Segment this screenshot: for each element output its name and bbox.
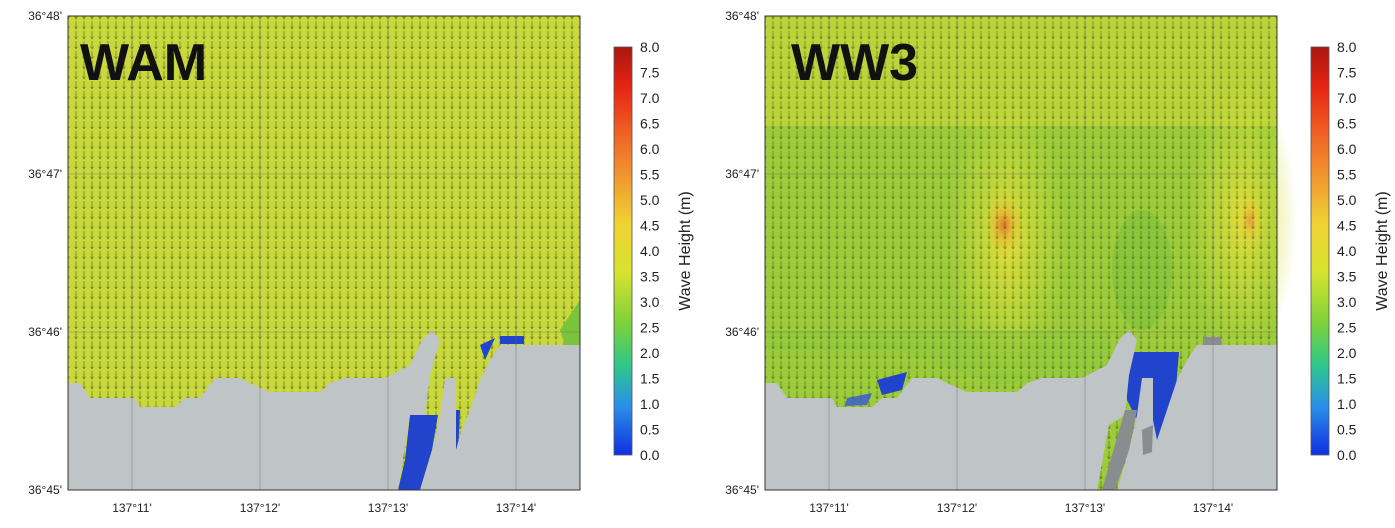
wam-lat-label-45: 36°45' <box>28 483 62 497</box>
wam-cb-tick: 7.0 <box>640 90 660 106</box>
ww3-cb-tick: 4.5 <box>1337 218 1357 234</box>
ww3-colorbar-ticks: 8.0 7.5 7.0 6.5 6.0 5.5 5.0 4.5 4.0 3.5 … <box>1337 39 1357 463</box>
wam-lat-label-46: 36°46' <box>28 325 62 339</box>
wam-lon-label-12: 137°12' <box>240 501 280 515</box>
ww3-lat-label-48: 36°48' <box>725 9 759 23</box>
ww3-cb-tick: 2.0 <box>1337 345 1357 361</box>
wam-land <box>68 330 440 490</box>
wam-cb-tick: 0.0 <box>640 447 660 463</box>
wam-cb-tick: 7.5 <box>640 65 660 81</box>
wam-colorbar <box>613 46 633 456</box>
wam-cb-tick: 2.0 <box>640 345 660 361</box>
ww3-cb-tick: 1.0 <box>1337 396 1357 412</box>
wam-cb-tick: 6.5 <box>640 116 660 132</box>
ww3-river-channel <box>1102 410 1137 490</box>
ww3-cb-tick: 6.0 <box>1337 141 1357 157</box>
wam-lon-label-14: 137°14' <box>496 501 536 515</box>
ww3-lon-label-11: 137°11' <box>809 501 849 515</box>
ww3-colorbar <box>1310 46 1330 456</box>
ww3-cb-tick: 5.0 <box>1337 192 1357 208</box>
ww3-lon-label-14: 137°14' <box>1193 501 1233 515</box>
wam-colorbar-title: Wave Height (m) <box>677 191 694 310</box>
wam-colorbar-ticks: 8.0 7.5 7.0 6.5 6.0 5.5 5.0 4.5 4.0 3.5 … <box>640 39 660 463</box>
ww3-cb-tick: 5.5 <box>1337 167 1357 183</box>
ww3-colorbar-title: Wave Height (m) <box>1374 191 1391 310</box>
wam-cb-tick: 0.5 <box>640 422 660 438</box>
ww3-cb-tick: 1.5 <box>1337 371 1357 387</box>
wam-cb-tick: 4.5 <box>640 218 660 234</box>
wam-lon-label-11: 137°11' <box>112 501 152 515</box>
ww3-map: WW3 36°48' 36°47' 36°46' 36°45' 137°11' … <box>725 9 1391 515</box>
ww3-lon-label-12: 137°12' <box>937 501 977 515</box>
ww3-lat-label-46: 36°46' <box>725 325 759 339</box>
ww3-lat-label-45: 36°45' <box>725 483 759 497</box>
ww3-cb-tick: 3.5 <box>1337 269 1357 285</box>
ww3-model-label: WW3 <box>791 34 918 92</box>
ww3-cb-tick: 7.5 <box>1337 65 1357 81</box>
ww3-cb-tick: 0.0 <box>1337 447 1357 463</box>
wam-model-label: WAM <box>80 34 207 92</box>
wam-cb-tick: 5.5 <box>640 167 660 183</box>
ww3-lat-label-47: 36°47' <box>725 167 759 181</box>
ww3-cb-tick: 2.5 <box>1337 320 1357 336</box>
wam-cb-tick: 6.0 <box>640 141 660 157</box>
wam-lon-label-13: 137°13' <box>368 501 408 515</box>
wam-map: WAM 36°48' 36°47' 36°46' 36°45' 137°11' … <box>28 9 694 515</box>
ww3-cb-tick: 6.5 <box>1337 116 1357 132</box>
wam-cb-tick: 3.5 <box>640 269 660 285</box>
ww3-land <box>765 330 1137 490</box>
ww3-cb-tick: 0.5 <box>1337 422 1357 438</box>
wam-cb-tick: 8.0 <box>640 39 660 55</box>
wam-cb-tick: 5.0 <box>640 192 660 208</box>
wam-cb-tick: 2.5 <box>640 320 660 336</box>
wam-cb-tick: 4.0 <box>640 243 660 259</box>
wam-cb-tick: 1.0 <box>640 396 660 412</box>
wam-lat-label-47: 36°47' <box>28 167 62 181</box>
ww3-lon-label-13: 137°13' <box>1065 501 1105 515</box>
wam-shallow-water <box>398 415 438 490</box>
wam-cb-tick: 3.0 <box>640 294 660 310</box>
ww3-cb-tick: 8.0 <box>1337 39 1357 55</box>
wam-panel: WAM 36°48' 36°47' 36°46' 36°45' 137°11' … <box>0 0 697 528</box>
wam-cb-tick: 1.5 <box>640 371 660 387</box>
ww3-cb-tick: 3.0 <box>1337 294 1357 310</box>
ww3-cb-tick: 7.0 <box>1337 90 1357 106</box>
wam-lat-label-48: 36°48' <box>28 9 62 23</box>
ww3-cb-tick: 4.0 <box>1337 243 1357 259</box>
ww3-panel: WW3 36°48' 36°47' 36°46' 36°45' 137°11' … <box>697 0 1394 528</box>
